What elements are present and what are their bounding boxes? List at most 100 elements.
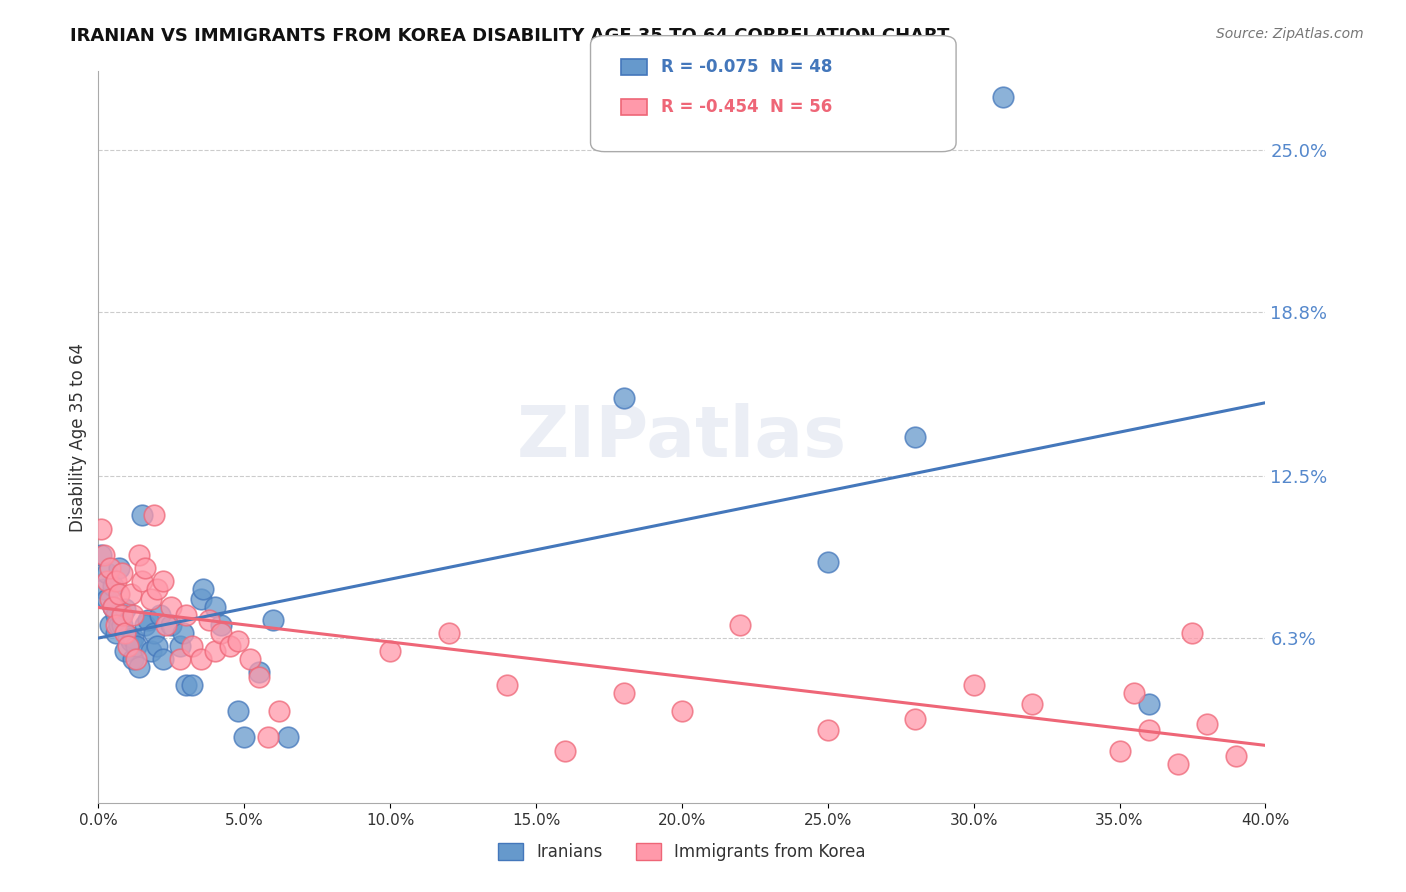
- Immigrants from Korea: [122, 607, 145, 622]
- Immigrants from Korea: [190, 652, 212, 666]
- Immigrants from Korea: [114, 626, 136, 640]
- Immigrants from Korea: [104, 618, 127, 632]
- Iranians: [146, 639, 169, 653]
- Iranians: [128, 660, 150, 674]
- Iranians: [101, 599, 124, 614]
- Immigrants from Korea: [90, 521, 112, 535]
- Iranians: [247, 665, 270, 680]
- Immigrants from Korea: [1181, 626, 1204, 640]
- Iranians: [125, 639, 148, 653]
- Iranians: [169, 639, 191, 653]
- Iranians: [98, 618, 121, 632]
- Iranians: [136, 613, 159, 627]
- Immigrants from Korea: [495, 678, 517, 692]
- Immigrants from Korea: [817, 723, 839, 737]
- Immigrants from Korea: [1123, 686, 1146, 700]
- Immigrants from Korea: [111, 607, 134, 622]
- Iranians: [101, 579, 124, 593]
- Iranians: [209, 618, 232, 632]
- Iranians: [93, 582, 115, 596]
- Iranians: [96, 566, 118, 580]
- Immigrants from Korea: [128, 548, 150, 562]
- Immigrants from Korea: [160, 599, 183, 614]
- Immigrants from Korea: [155, 618, 177, 632]
- Immigrants from Korea: [239, 652, 262, 666]
- Text: Source: ZipAtlas.com: Source: ZipAtlas.com: [1216, 27, 1364, 41]
- Iranians: [108, 560, 131, 574]
- Immigrants from Korea: [104, 574, 127, 588]
- Iranians: [111, 618, 134, 632]
- Immigrants from Korea: [93, 548, 115, 562]
- Iranians: [904, 430, 927, 444]
- Immigrants from Korea: [101, 599, 124, 614]
- Text: R = -0.075: R = -0.075: [661, 58, 758, 76]
- Iranians: [180, 678, 202, 692]
- Immigrants from Korea: [180, 639, 202, 653]
- Text: ZIPatlas: ZIPatlas: [517, 402, 846, 472]
- Immigrants from Korea: [1108, 743, 1130, 757]
- Immigrants from Korea: [152, 574, 174, 588]
- Immigrants from Korea: [98, 560, 121, 574]
- Immigrants from Korea: [209, 626, 232, 640]
- Immigrants from Korea: [117, 639, 139, 653]
- Immigrants from Korea: [1021, 697, 1043, 711]
- Immigrants from Korea: [108, 587, 131, 601]
- Iranians: [277, 731, 299, 745]
- Immigrants from Korea: [146, 582, 169, 596]
- Iranians: [120, 633, 142, 648]
- Immigrants from Korea: [98, 592, 121, 607]
- Immigrants from Korea: [134, 560, 156, 574]
- Text: N = 48: N = 48: [770, 58, 832, 76]
- Iranians: [817, 556, 839, 570]
- Immigrants from Korea: [554, 743, 576, 757]
- Text: R = -0.454: R = -0.454: [661, 98, 758, 116]
- Immigrants from Korea: [1167, 756, 1189, 771]
- Iranians: [204, 599, 226, 614]
- Immigrants from Korea: [378, 644, 402, 658]
- Text: N = 56: N = 56: [770, 98, 832, 116]
- Iranians: [90, 548, 112, 562]
- Immigrants from Korea: [671, 705, 693, 719]
- Iranians: [991, 90, 1014, 104]
- Iranians: [114, 602, 136, 616]
- Iranians: [152, 652, 174, 666]
- Immigrants from Korea: [169, 652, 191, 666]
- Immigrants from Korea: [728, 618, 751, 632]
- Immigrants from Korea: [904, 712, 927, 726]
- Iranians: [1137, 697, 1160, 711]
- Immigrants from Korea: [1195, 717, 1218, 731]
- Legend: Iranians, Immigrants from Korea: Iranians, Immigrants from Korea: [491, 836, 873, 868]
- Immigrants from Korea: [612, 686, 634, 700]
- Iranians: [612, 391, 634, 405]
- Immigrants from Korea: [218, 639, 240, 653]
- Immigrants from Korea: [962, 678, 984, 692]
- Iranians: [122, 652, 145, 666]
- Iranians: [174, 678, 197, 692]
- Iranians: [131, 508, 153, 523]
- Immigrants from Korea: [142, 508, 165, 523]
- Iranians: [262, 613, 284, 627]
- Immigrants from Korea: [198, 613, 221, 627]
- Iranians: [190, 592, 212, 607]
- Immigrants from Korea: [120, 587, 142, 601]
- Iranians: [228, 705, 250, 719]
- Text: IRANIAN VS IMMIGRANTS FROM KOREA DISABILITY AGE 35 TO 64 CORRELATION CHART: IRANIAN VS IMMIGRANTS FROM KOREA DISABIL…: [70, 27, 949, 45]
- Iranians: [104, 607, 127, 622]
- Immigrants from Korea: [1137, 723, 1160, 737]
- Iranians: [160, 618, 183, 632]
- Iranians: [139, 644, 162, 658]
- Immigrants from Korea: [228, 633, 250, 648]
- Iranians: [149, 607, 172, 622]
- Immigrants from Korea: [1225, 748, 1247, 763]
- Immigrants from Korea: [131, 574, 153, 588]
- Iranians: [134, 618, 156, 632]
- Iranians: [142, 626, 165, 640]
- Iranians: [172, 626, 194, 640]
- Immigrants from Korea: [174, 607, 197, 622]
- Immigrants from Korea: [125, 652, 148, 666]
- Immigrants from Korea: [96, 574, 118, 588]
- Iranians: [117, 629, 139, 643]
- Immigrants from Korea: [204, 644, 226, 658]
- Immigrants from Korea: [256, 731, 278, 745]
- Y-axis label: Disability Age 35 to 64: Disability Age 35 to 64: [69, 343, 87, 532]
